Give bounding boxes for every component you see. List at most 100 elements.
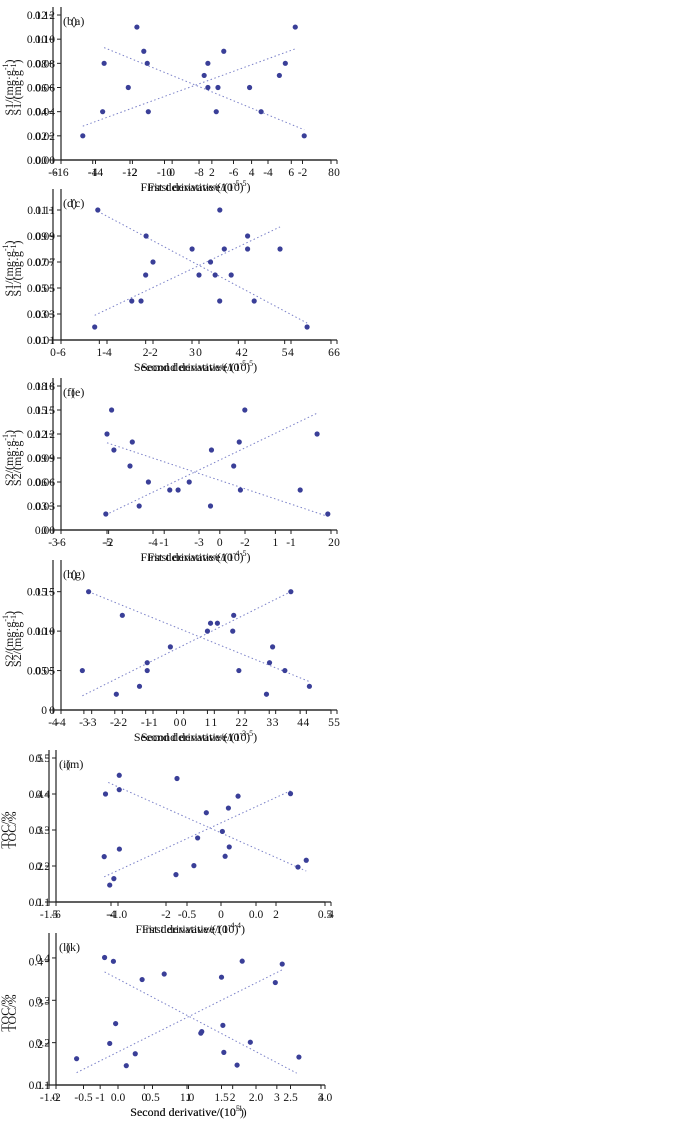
x-axis-label: First derivative/(10-5) — [141, 179, 244, 194]
data-point — [100, 109, 106, 115]
data-point — [167, 644, 173, 650]
y-axis-label: S2/(mg·g-1) — [1, 430, 16, 486]
y-tick-label: 0.5 — [36, 753, 51, 765]
x-axis-label-exponent: -5 — [233, 179, 240, 188]
data-point — [116, 787, 122, 793]
trend-line — [76, 969, 283, 1074]
y-tick-label: 0.06 — [27, 477, 47, 489]
data-point — [134, 24, 140, 30]
y-tick-label: 0.06 — [35, 477, 55, 489]
y-tick-label: 0 — [49, 705, 55, 717]
y-axis-label-close: ) — [10, 59, 24, 63]
data-point — [258, 109, 264, 115]
x-tick-label: -0.5 — [178, 909, 196, 921]
data-point — [272, 979, 278, 986]
data-point — [208, 447, 215, 453]
y-axis-label-close: ) — [2, 611, 16, 615]
y-tick-label: 0.05 — [35, 283, 55, 295]
x-tick-label: -2 — [161, 909, 171, 921]
panel-l: -1.0 -0.5 0.0 0.5 1.0 1.5 2.0 2.5 3.00.10.20.30.… — [0, 933, 332, 1119]
x-tick-label: -0.5 — [74, 1092, 92, 1104]
panel-label: (h) — [63, 567, 77, 581]
y-tick-label: 0.1 — [36, 1080, 51, 1092]
y-axis-label: S1/(mg·g-1) — [9, 59, 24, 115]
data-point — [205, 84, 211, 91]
data-point — [136, 503, 142, 509]
y-tick-label: 0.1 — [36, 897, 51, 909]
data-point — [277, 246, 283, 252]
y-axis-label: S1/(mg·g-1) — [1, 240, 16, 296]
x-axis-label-exponent: -5 — [246, 359, 253, 368]
x-axis-label-close: ) — [240, 1105, 244, 1119]
x-tick-label: -2 — [110, 717, 120, 729]
data-point — [129, 298, 135, 304]
x-tick-label: -4 — [88, 167, 98, 179]
y-tick-label: 0.06 — [35, 83, 55, 95]
data-point — [129, 439, 135, 445]
y-tick-label: 0.15 — [27, 587, 47, 599]
data-point — [230, 628, 236, 634]
panel-i: -1.5 -1.0 -0.5 0.0 0.5 0.1 0.2 0.3 0.4 0.5 First d… — [0, 750, 332, 936]
x-tick-label: -1 — [159, 537, 169, 549]
data-point — [221, 1049, 227, 1055]
y-tick-label: 0.09 — [27, 453, 47, 465]
x-tick-label: 2 — [328, 537, 334, 549]
x-axis-label-exponent: -5 — [240, 549, 247, 558]
data-point — [215, 84, 221, 91]
x-tick-label: -8 — [194, 167, 204, 179]
panel-label: (i) — [59, 757, 70, 771]
y-tick-label: 0.12 — [27, 10, 47, 22]
data-point — [111, 876, 117, 882]
x-tick-label: 2 — [242, 347, 248, 359]
x-tick-label: 2 — [230, 1092, 236, 1104]
x-tick-label: 2 — [235, 717, 241, 729]
data-point — [304, 324, 310, 330]
data-point — [234, 1062, 240, 1068]
x-axis-label-exponent: -4 — [234, 921, 241, 930]
data-point — [247, 1039, 253, 1045]
x-axis-label-text: Second derivative/(10 — [134, 730, 240, 744]
panel-b: -6 -4 -2 0 2 4 6 8 0.00 0.02 0.04 0.06 0.08 0.10 0.12 F… — [1, 7, 334, 194]
y-axis-label-close: ) — [2, 59, 16, 63]
data-point — [214, 620, 220, 626]
x-axis-label-text: Second derivative/(10 — [141, 730, 247, 744]
trend-line — [103, 790, 291, 878]
x-tick-label: 0.0 — [111, 1092, 126, 1104]
data-point — [116, 772, 122, 778]
trend-line — [108, 782, 307, 872]
x-tick-label: 0 — [181, 717, 187, 729]
y-tick-label: 0.11 — [35, 205, 55, 217]
y-tick-label: 0.09 — [27, 231, 47, 243]
x-axis-label-text: First derivative/(10 — [136, 922, 228, 936]
data-point — [102, 791, 109, 797]
x-tick-label: -2 — [51, 1092, 61, 1104]
data-point — [263, 691, 270, 697]
data-point — [125, 84, 131, 91]
y-tick-label: 0.10 — [27, 626, 47, 638]
x-tick-label: 3 — [266, 717, 272, 729]
y-axis-label-text: TOC/% — [5, 811, 19, 848]
data-point — [231, 612, 237, 618]
data-point — [219, 828, 225, 835]
data-point — [186, 479, 192, 485]
data-point — [111, 447, 117, 453]
y-tick-label: 0.1 — [29, 897, 44, 909]
data-point — [196, 272, 202, 278]
x-tick-label: -14 — [88, 167, 104, 179]
x-axis-label-close: ) — [235, 922, 239, 936]
data-point — [145, 109, 151, 115]
x-tick-label: 1 — [96, 347, 102, 359]
data-point — [220, 1022, 226, 1028]
x-axis-label-exponent: -4 — [233, 549, 240, 558]
data-point — [303, 857, 309, 863]
data-point — [198, 1030, 204, 1036]
data-point — [221, 246, 227, 252]
data-point — [292, 24, 298, 30]
y-axis-label: S1/(mg·g-1) — [1, 59, 16, 115]
y-tick-label: 0.18 — [27, 381, 47, 393]
x-axis-label-exponent: -5 — [246, 729, 253, 738]
x-tick-label: 1 — [186, 1092, 192, 1104]
y-tick-label: 0.07 — [27, 257, 47, 269]
